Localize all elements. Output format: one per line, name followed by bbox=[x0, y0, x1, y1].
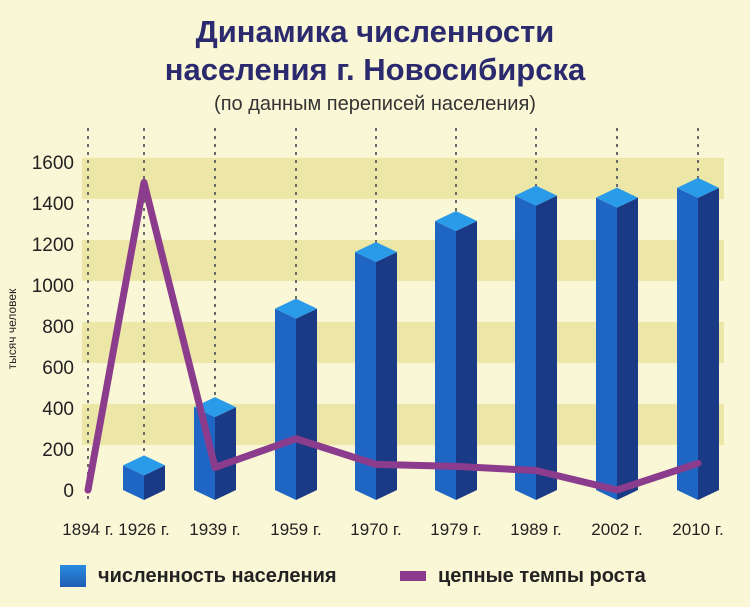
growth-rate-point bbox=[141, 180, 147, 185]
bar-front bbox=[596, 197, 617, 501]
bar-front bbox=[677, 187, 698, 500]
bar-side bbox=[617, 197, 638, 501]
x-tick-label: 1989 г. bbox=[510, 520, 561, 539]
bar-side bbox=[456, 221, 477, 501]
growth-rate-point bbox=[212, 464, 218, 470]
bar-side bbox=[144, 465, 165, 500]
x-tick-label: 1894 г. bbox=[62, 520, 113, 539]
y-tick-label: 200 bbox=[42, 440, 74, 461]
bar-front bbox=[194, 407, 215, 500]
growth-rate-point bbox=[85, 487, 91, 493]
growth-rate-point bbox=[373, 461, 379, 467]
y-tick-label: 1600 bbox=[32, 153, 74, 174]
bar-front bbox=[355, 251, 376, 500]
bar-front bbox=[275, 308, 296, 500]
bar-front bbox=[515, 195, 536, 500]
x-tick-label: 1926 г. bbox=[118, 520, 169, 539]
legend-item-growth: цепные темпы роста bbox=[400, 563, 646, 589]
y-tick-label: 800 bbox=[42, 317, 74, 338]
chart-subtitle: (по данным переписей населения) bbox=[214, 93, 536, 115]
bar-side bbox=[536, 195, 557, 500]
bar-top bbox=[515, 185, 557, 206]
y-tick-label: 1000 bbox=[32, 276, 74, 297]
x-tick-label: 1979 г. bbox=[430, 520, 481, 539]
bar-side bbox=[698, 187, 719, 500]
y-tick-label: 0 bbox=[63, 481, 74, 502]
growth-rate-point bbox=[695, 460, 701, 466]
bar-top bbox=[435, 211, 477, 232]
legend-item-population: численность населения bbox=[60, 563, 337, 589]
growth-rate-point bbox=[533, 468, 539, 474]
growth-rate-point bbox=[293, 436, 299, 442]
bar-side bbox=[376, 251, 397, 500]
bar-top bbox=[275, 298, 317, 319]
legend-label-growth: цепные темпы роста bbox=[438, 564, 646, 587]
chart-title-line2: населения г. Новосибирска bbox=[164, 52, 586, 87]
legend-swatch-growth bbox=[400, 571, 426, 581]
bar-side bbox=[215, 407, 236, 500]
legend-label-population: численность населения bbox=[98, 564, 337, 587]
bar-top bbox=[677, 177, 719, 198]
growth-rate-point bbox=[453, 463, 459, 469]
bar-top bbox=[123, 455, 165, 476]
x-tick-label: 1959 г. bbox=[270, 520, 321, 539]
y-tick-label: 600 bbox=[42, 358, 74, 379]
bar-top bbox=[596, 187, 638, 208]
bar-top bbox=[355, 241, 397, 262]
y-tick-label: 1400 bbox=[32, 194, 74, 215]
legend-swatch-population bbox=[60, 565, 86, 587]
bar-front bbox=[123, 465, 144, 500]
x-tick-label: 1939 г. bbox=[189, 520, 240, 539]
y-tick-label: 1200 bbox=[32, 235, 74, 256]
x-tick-label: 1970 г. bbox=[350, 520, 401, 539]
growth-rate-point bbox=[614, 487, 620, 493]
bar-front bbox=[435, 221, 456, 501]
bar-side bbox=[296, 308, 317, 500]
grid-band bbox=[82, 157, 724, 199]
y-tick-label: 400 bbox=[42, 399, 74, 420]
chart-title-line1: Динамика численности bbox=[195, 14, 555, 49]
x-tick-label: 2002 г. bbox=[591, 520, 642, 539]
x-tick-label: 2010 г. bbox=[672, 520, 723, 539]
